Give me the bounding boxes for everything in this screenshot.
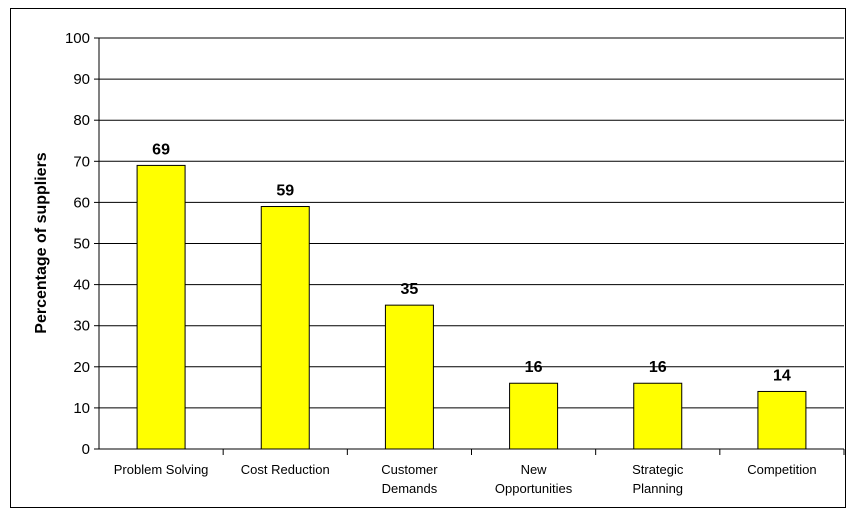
bar bbox=[260, 206, 310, 450]
chart-frame bbox=[10, 8, 846, 508]
x-tick-label: Planning bbox=[632, 481, 683, 496]
y-tick-label: 0 bbox=[82, 441, 90, 458]
y-axis-label: Percentage of suppliers bbox=[33, 152, 50, 333]
bar bbox=[384, 304, 434, 450]
y-tick-label: 100 bbox=[65, 30, 90, 47]
bar bbox=[509, 382, 559, 450]
y-tick-label: 60 bbox=[73, 194, 90, 211]
x-tick-label: Problem Solving bbox=[114, 462, 209, 477]
gridlines bbox=[99, 37, 844, 409]
data-label: 16 bbox=[649, 359, 667, 376]
data-labels: 69 59 35 16 16 14 bbox=[152, 141, 791, 384]
bar bbox=[633, 382, 683, 450]
y-tick-label: 70 bbox=[73, 153, 90, 170]
data-label: 69 bbox=[152, 141, 170, 158]
data-label: 59 bbox=[276, 183, 294, 200]
x-tick-label: New bbox=[521, 462, 548, 477]
y-tick-label: 90 bbox=[73, 71, 90, 88]
x-tick-label: Demands bbox=[382, 481, 438, 496]
x-tick-label: Competition bbox=[747, 462, 816, 477]
data-label: 35 bbox=[401, 281, 419, 298]
y-tick-label: 50 bbox=[73, 236, 90, 253]
y-tick-label: 40 bbox=[73, 277, 90, 294]
x-tick-label: Strategic bbox=[632, 462, 684, 477]
x-tick-label: Customer bbox=[381, 462, 438, 477]
x-tick-label: Cost Reduction bbox=[241, 462, 330, 477]
y-tick-label: 30 bbox=[73, 318, 90, 335]
x-tick-labels: Problem Solving Cost Reduction Customer Dem… bbox=[114, 462, 817, 496]
data-label: 14 bbox=[773, 367, 791, 384]
y-tick-label: 10 bbox=[73, 400, 90, 417]
bar bbox=[757, 390, 807, 450]
y-tick-label: 80 bbox=[73, 112, 90, 129]
y-tick-labels: 0 10 20 30 40 50 60 70 80 90 100 bbox=[65, 30, 90, 458]
axes bbox=[94, 37, 845, 455]
y-tick-label: 20 bbox=[73, 359, 90, 376]
data-label: 16 bbox=[525, 359, 543, 376]
x-tick-label: Opportunities bbox=[495, 481, 573, 496]
bars bbox=[136, 164, 807, 450]
bar bbox=[136, 164, 186, 450]
